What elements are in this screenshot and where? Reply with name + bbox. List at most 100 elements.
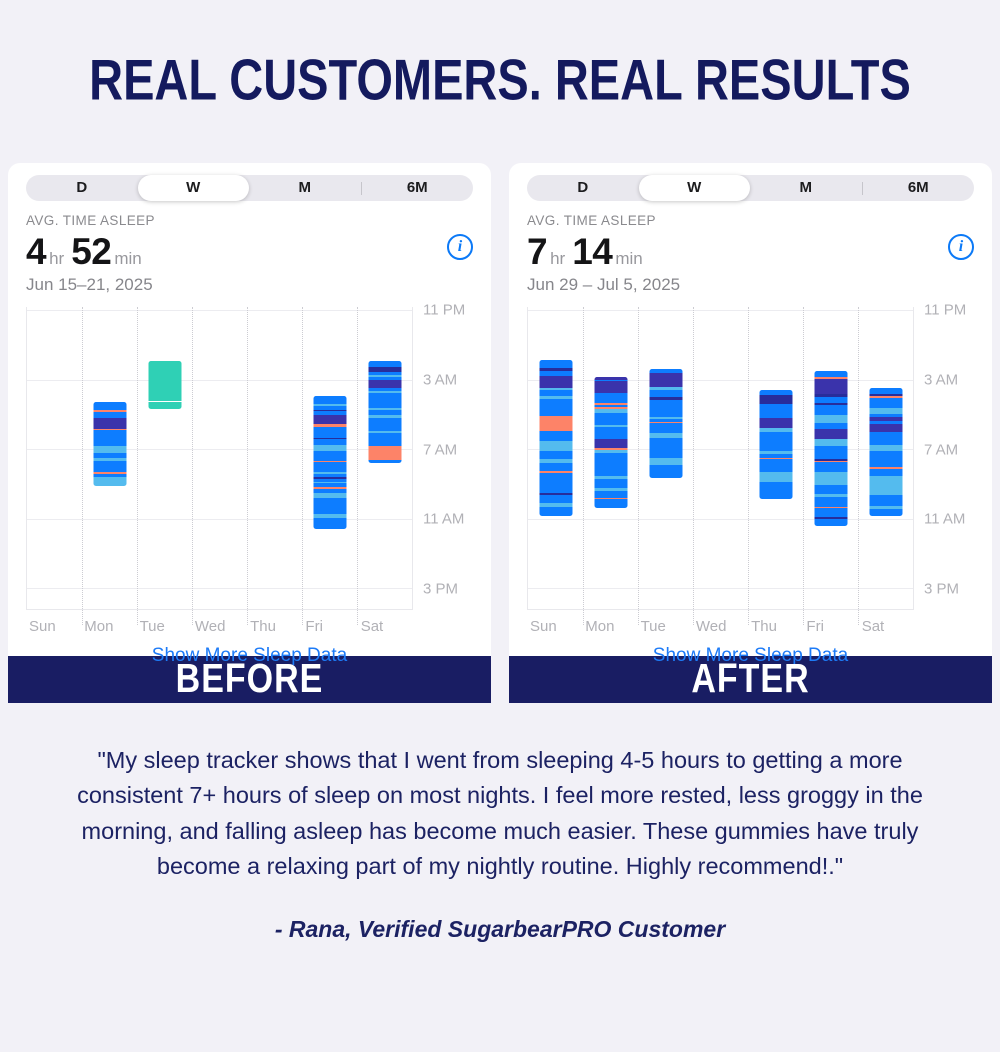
- sleep-bar-mon[interactable]: [93, 402, 126, 486]
- sleep-segment: [539, 459, 572, 463]
- tab-6month[interactable]: 6M: [907, 179, 929, 196]
- info-icon[interactable]: i: [447, 234, 473, 260]
- sleep-segment: [539, 503, 572, 507]
- sleep-segment: [594, 478, 627, 489]
- sleep-segment: [649, 432, 682, 438]
- column-divider: [803, 307, 804, 625]
- tab-week[interactable]: W: [638, 175, 750, 201]
- sleep-segment: [869, 421, 902, 425]
- after-banner: AFTER: [509, 656, 992, 703]
- sleep-segment: [368, 371, 401, 375]
- sleep-segment: [539, 450, 572, 460]
- day-label: Tue: [640, 618, 666, 635]
- sleep-segment: [869, 393, 902, 396]
- sleep-segment: [539, 492, 572, 495]
- sleep-bar-fri[interactable]: [313, 396, 346, 530]
- sleep-chart: 11 PM 3 AM 7 AM 11 AM 3 PM: [26, 302, 473, 625]
- sleep-segment: [649, 421, 682, 424]
- segment-divider: [360, 181, 362, 195]
- sleep-segment: [93, 417, 126, 429]
- avg-sleep-value: 4 hr 52 min i: [26, 231, 473, 273]
- day-label: Wed: [695, 618, 727, 635]
- sleep-segment: [759, 451, 792, 454]
- sleep-segment: [368, 410, 401, 415]
- hours-unit: hr: [550, 249, 566, 268]
- gridline: [528, 588, 913, 590]
- sleep-segment: [539, 368, 572, 372]
- sleep-bar-sat[interactable]: [869, 387, 902, 517]
- day-label: Mon: [84, 618, 114, 635]
- metric-label: AVG. TIME ASLEEP: [527, 213, 656, 228]
- sleep-segment: [313, 473, 346, 477]
- sleep-segment: [93, 452, 126, 458]
- sleep-segment: [814, 472, 847, 486]
- sleep-segment: [313, 414, 346, 425]
- day-label: Mon: [585, 618, 615, 635]
- sleep-segment: [313, 483, 346, 487]
- sleep-bar-tue[interactable]: [148, 360, 181, 409]
- y-axis: 11 PM 3 AM 7 AM 11 AM 3 PM: [413, 302, 473, 610]
- sleep-segment: [814, 493, 847, 497]
- y-axis-tick: 7 AM: [423, 441, 458, 459]
- sleep-bar-sat[interactable]: [368, 360, 401, 464]
- sleep-segment: [814, 376, 847, 379]
- sleep-segment: [814, 496, 847, 507]
- testimonial-quote: "My sleep tracker shows that I went from…: [77, 747, 923, 879]
- sleep-segment: [313, 492, 346, 498]
- sleep-segment: [649, 399, 682, 417]
- sleep-segment: [539, 416, 572, 431]
- sleep-segment: [814, 518, 847, 526]
- sleep-segment: [594, 450, 627, 453]
- sleep-segment: [93, 472, 126, 474]
- info-icon[interactable]: i: [948, 234, 974, 260]
- sleep-segment: [368, 430, 401, 434]
- tab-day[interactable]: D: [76, 179, 88, 196]
- sleep-segment: [594, 439, 627, 448]
- show-more-sleep-data-link[interactable]: Show More Sleep Data: [652, 645, 849, 666]
- sleep-segment: [313, 460, 346, 463]
- sleep-segment: [869, 413, 902, 417]
- sleep-segment: [148, 400, 181, 403]
- sleep-segment: [313, 476, 346, 479]
- sleep-segment: [539, 494, 572, 504]
- sleep-segment: [594, 409, 627, 414]
- sleep-bar-sun[interactable]: [539, 359, 572, 517]
- hours-value: 7: [527, 231, 548, 272]
- sleep-segment: [649, 464, 682, 478]
- sleep-segment: [869, 407, 902, 414]
- tab-week[interactable]: W: [137, 175, 249, 201]
- y-axis-tick: 11 PM: [423, 301, 466, 319]
- sleep-segment: [649, 416, 682, 419]
- sleep-bar-thu[interactable]: [759, 390, 792, 499]
- y-axis-tick: 11 AM: [423, 510, 465, 528]
- show-more-sleep-data-link[interactable]: Show More Sleep Data: [151, 645, 348, 666]
- tab-6month[interactable]: 6M: [406, 179, 428, 196]
- sleep-segment: [313, 444, 346, 452]
- before-banner: BEFORE: [8, 656, 491, 703]
- sleep-segment: [539, 470, 572, 473]
- sleep-segment: [368, 417, 401, 431]
- sleep-segment: [539, 441, 572, 451]
- sleep-segment: [594, 381, 627, 394]
- sleep-segment: [539, 359, 572, 369]
- sleep-segment: [313, 472, 346, 474]
- column-divider: [693, 307, 694, 625]
- sleep-segment: [594, 404, 627, 407]
- tab-month[interactable]: M: [799, 179, 813, 196]
- sleep-bar-mon[interactable]: [594, 377, 627, 509]
- sleep-bar-tue[interactable]: [649, 369, 682, 478]
- sleep-segment: [814, 429, 847, 440]
- column-divider: [748, 307, 749, 625]
- day-label: Thu: [250, 618, 276, 635]
- tab-month[interactable]: M: [298, 179, 312, 196]
- sleep-segment: [759, 459, 792, 473]
- sleep-bar-fri[interactable]: [814, 371, 847, 526]
- sleep-segment: [814, 414, 847, 424]
- sleep-segment: [869, 505, 902, 509]
- tab-day[interactable]: D: [577, 179, 589, 196]
- chart-plot-area: [527, 307, 914, 625]
- sleep-segment: [814, 439, 847, 447]
- column-divider: [858, 307, 859, 625]
- sleep-segment: [869, 424, 902, 432]
- day-label: Sun: [29, 618, 56, 635]
